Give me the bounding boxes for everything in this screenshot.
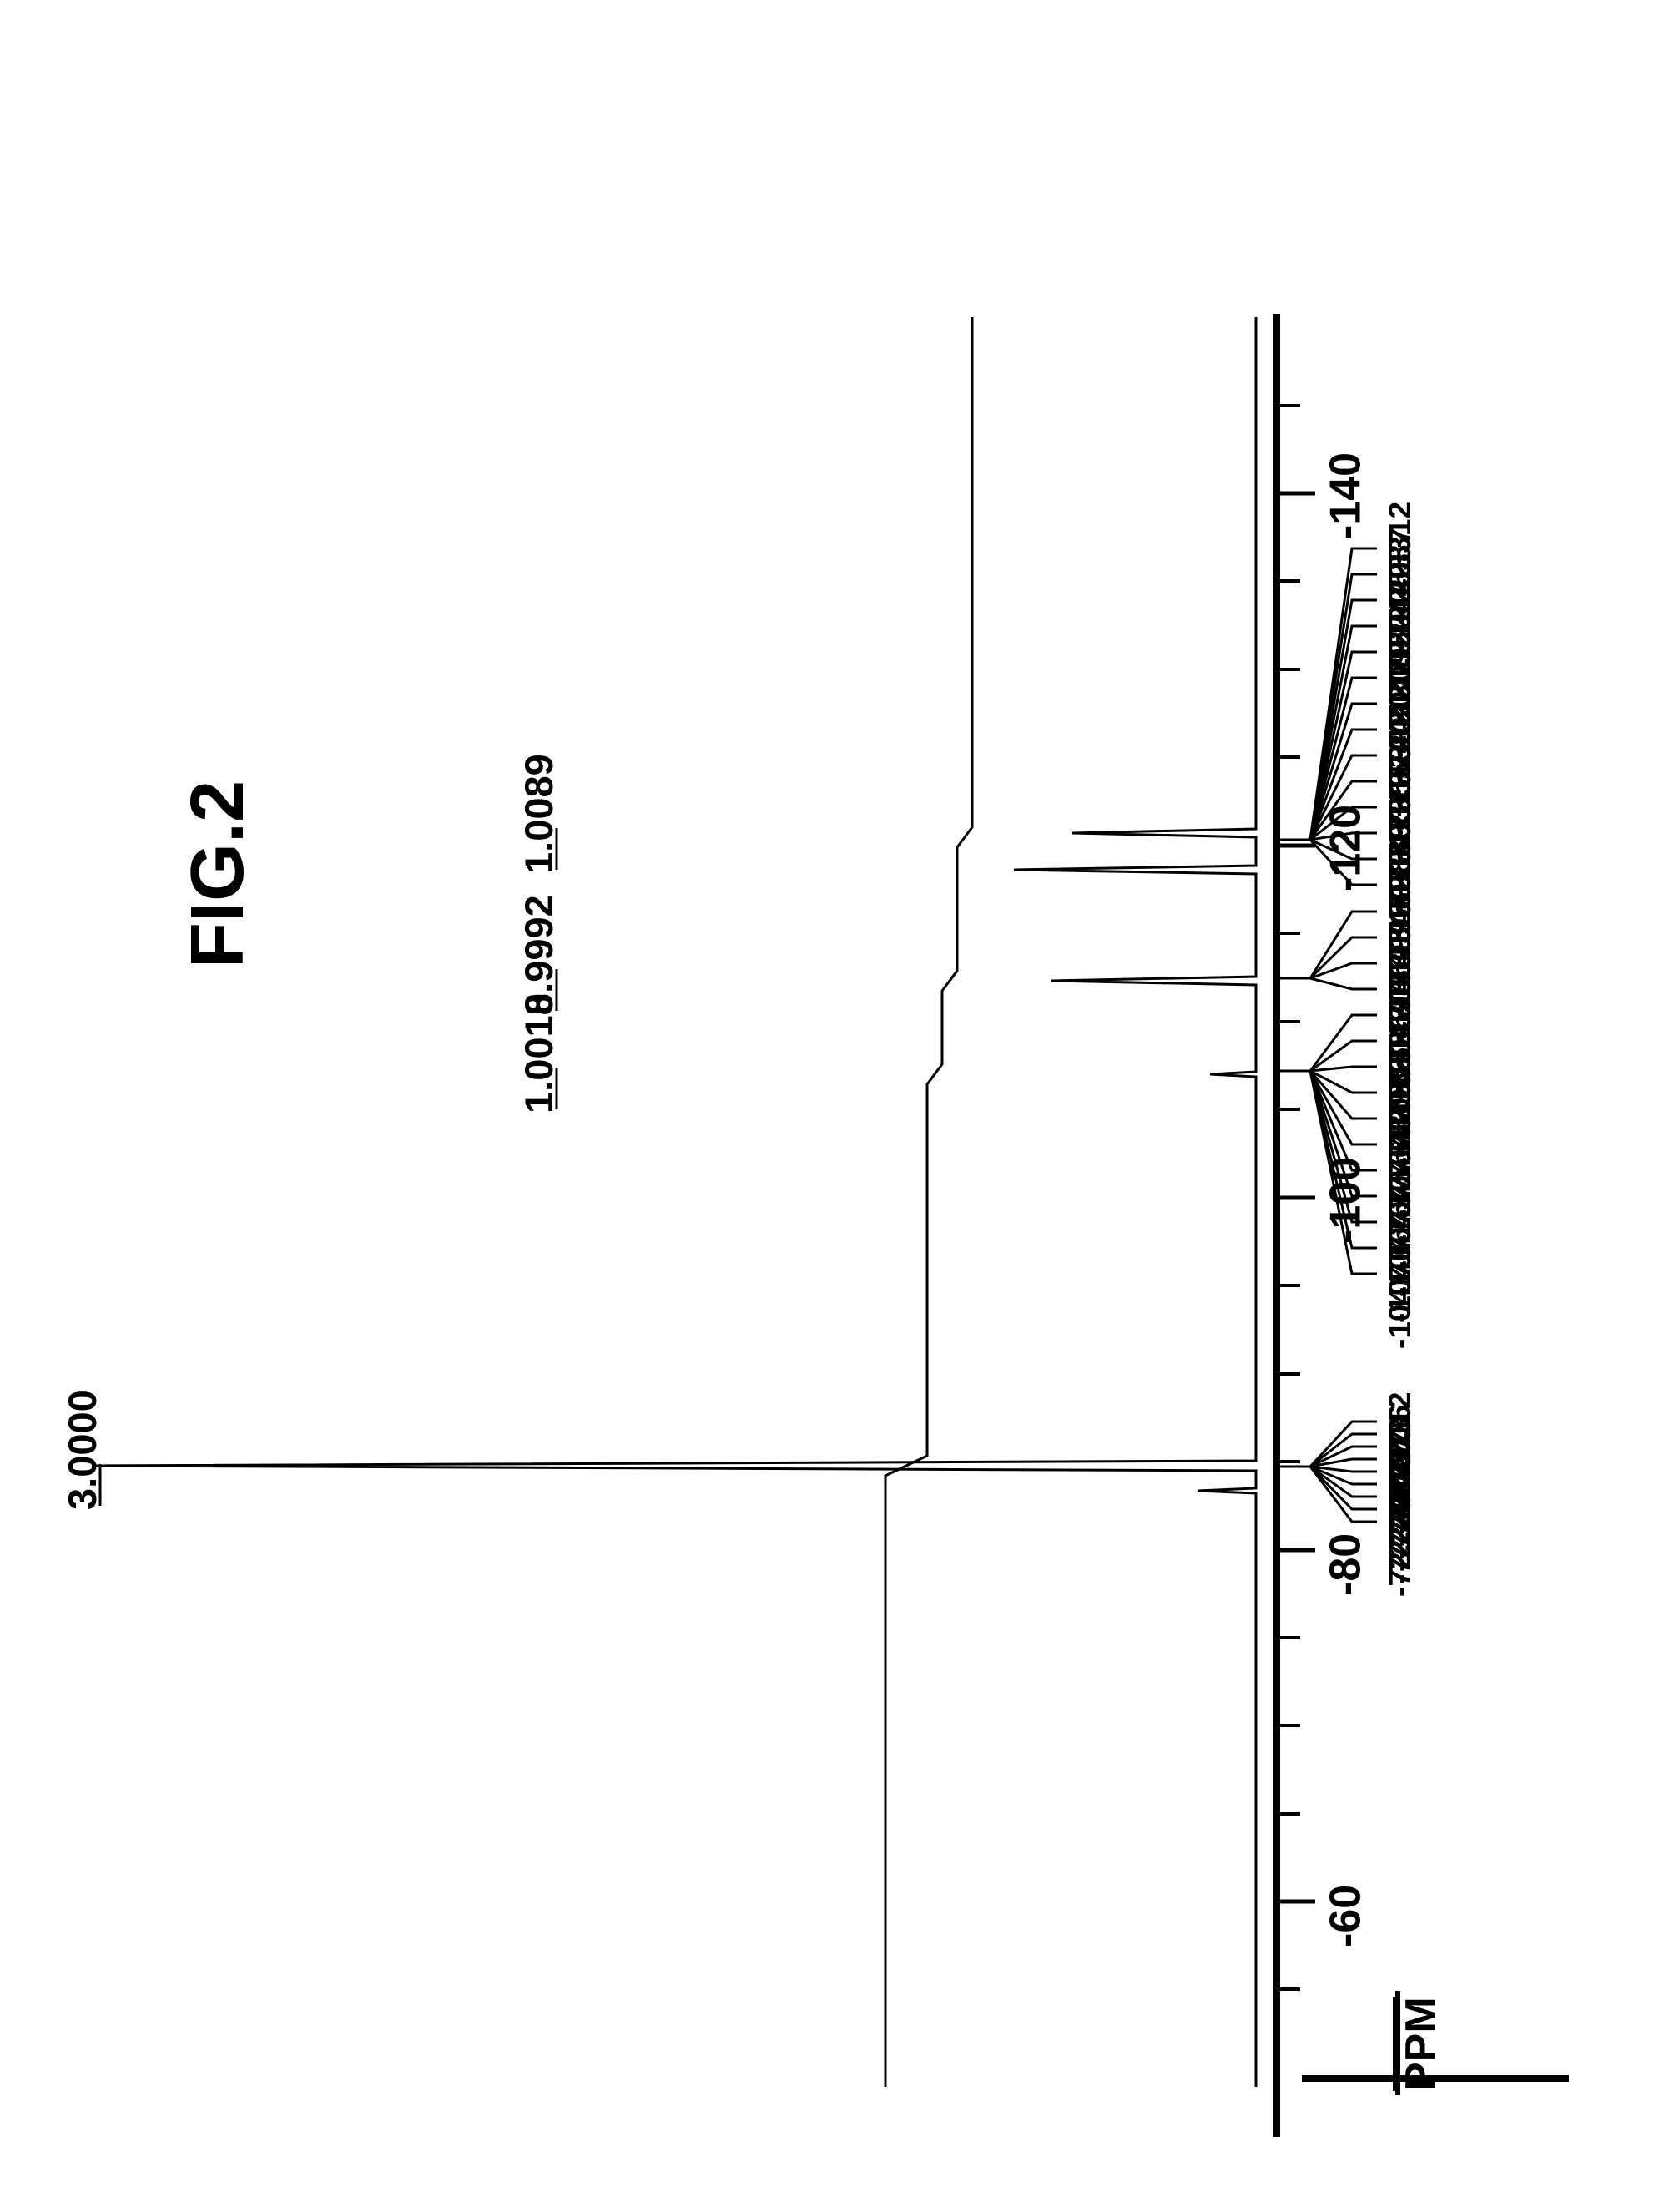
peak-leader [1277,963,1377,978]
spectrum-trace [92,317,1256,2087]
axis-label: PPM [1397,1997,1445,2091]
integral-value: 0.9992 [517,895,561,1015]
peak-leader [1277,1015,1377,1071]
integral-value: 3.0000 [60,1390,104,1510]
axis-tick-label: -80 [1322,1533,1370,1596]
axis-tick-label: -140 [1322,452,1370,539]
peak-leader [1277,978,1377,989]
peak-leader [1277,912,1377,978]
integral-value: 1.0089 [517,754,561,874]
peak-leader [1277,574,1377,840]
peak-label: -120.312 [1383,502,1417,624]
nmr-spectrum-chart: 3.00001.00180.99921.0089-60-80-100-120-1… [0,0,1669,2212]
integral-trace [885,317,972,2087]
axis-tick-label: -60 [1322,1885,1370,1947]
peak-label: -72.226 [1383,1492,1417,1598]
